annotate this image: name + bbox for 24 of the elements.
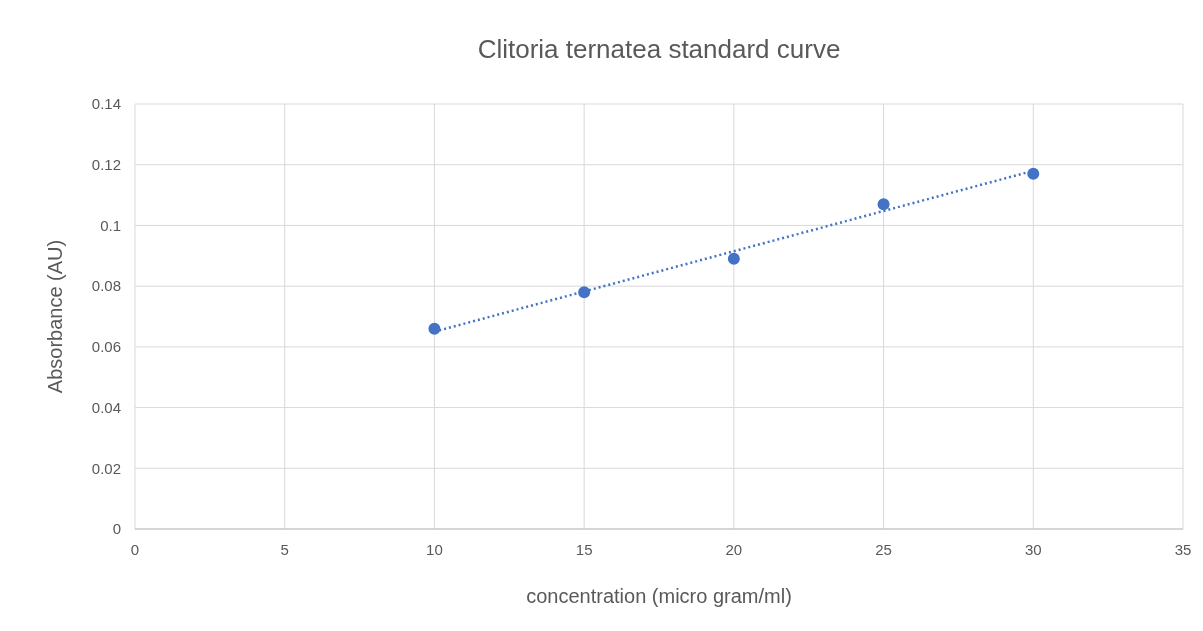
y-tick-label: 0.06 [91,338,121,356]
point [727,252,740,265]
y-tick-label: 0 [112,520,121,538]
x-tick-label: 25 [875,541,892,558]
y-tick-label: 0.14 [91,95,121,113]
point [1027,167,1040,180]
y-tick-label: 0.08 [91,277,121,295]
x-tick-label: 10 [426,541,443,558]
x-tick-label: 15 [575,541,593,558]
chart-title: Clitoria ternatea standard curve [477,34,841,64]
point [877,198,890,211]
y-tick-label: 0.1 [100,216,121,234]
y-tick-label: 0.04 [91,398,121,416]
point [578,286,591,299]
x-axis-title: concentration (micro gram/ml) [526,585,792,607]
point [428,322,441,335]
y-axis-title: Absorbance (AU) [44,239,66,394]
x-tick-label: 35 [1174,541,1192,558]
y-tick-label: 0.02 [91,459,121,477]
x-tick-label: 0 [130,541,140,558]
x-tick-label: 30 [1024,541,1042,558]
x-tick-label: 5 [280,541,289,558]
x-tick-label: 20 [725,541,743,558]
y-tick-label: 0.12 [91,155,121,173]
